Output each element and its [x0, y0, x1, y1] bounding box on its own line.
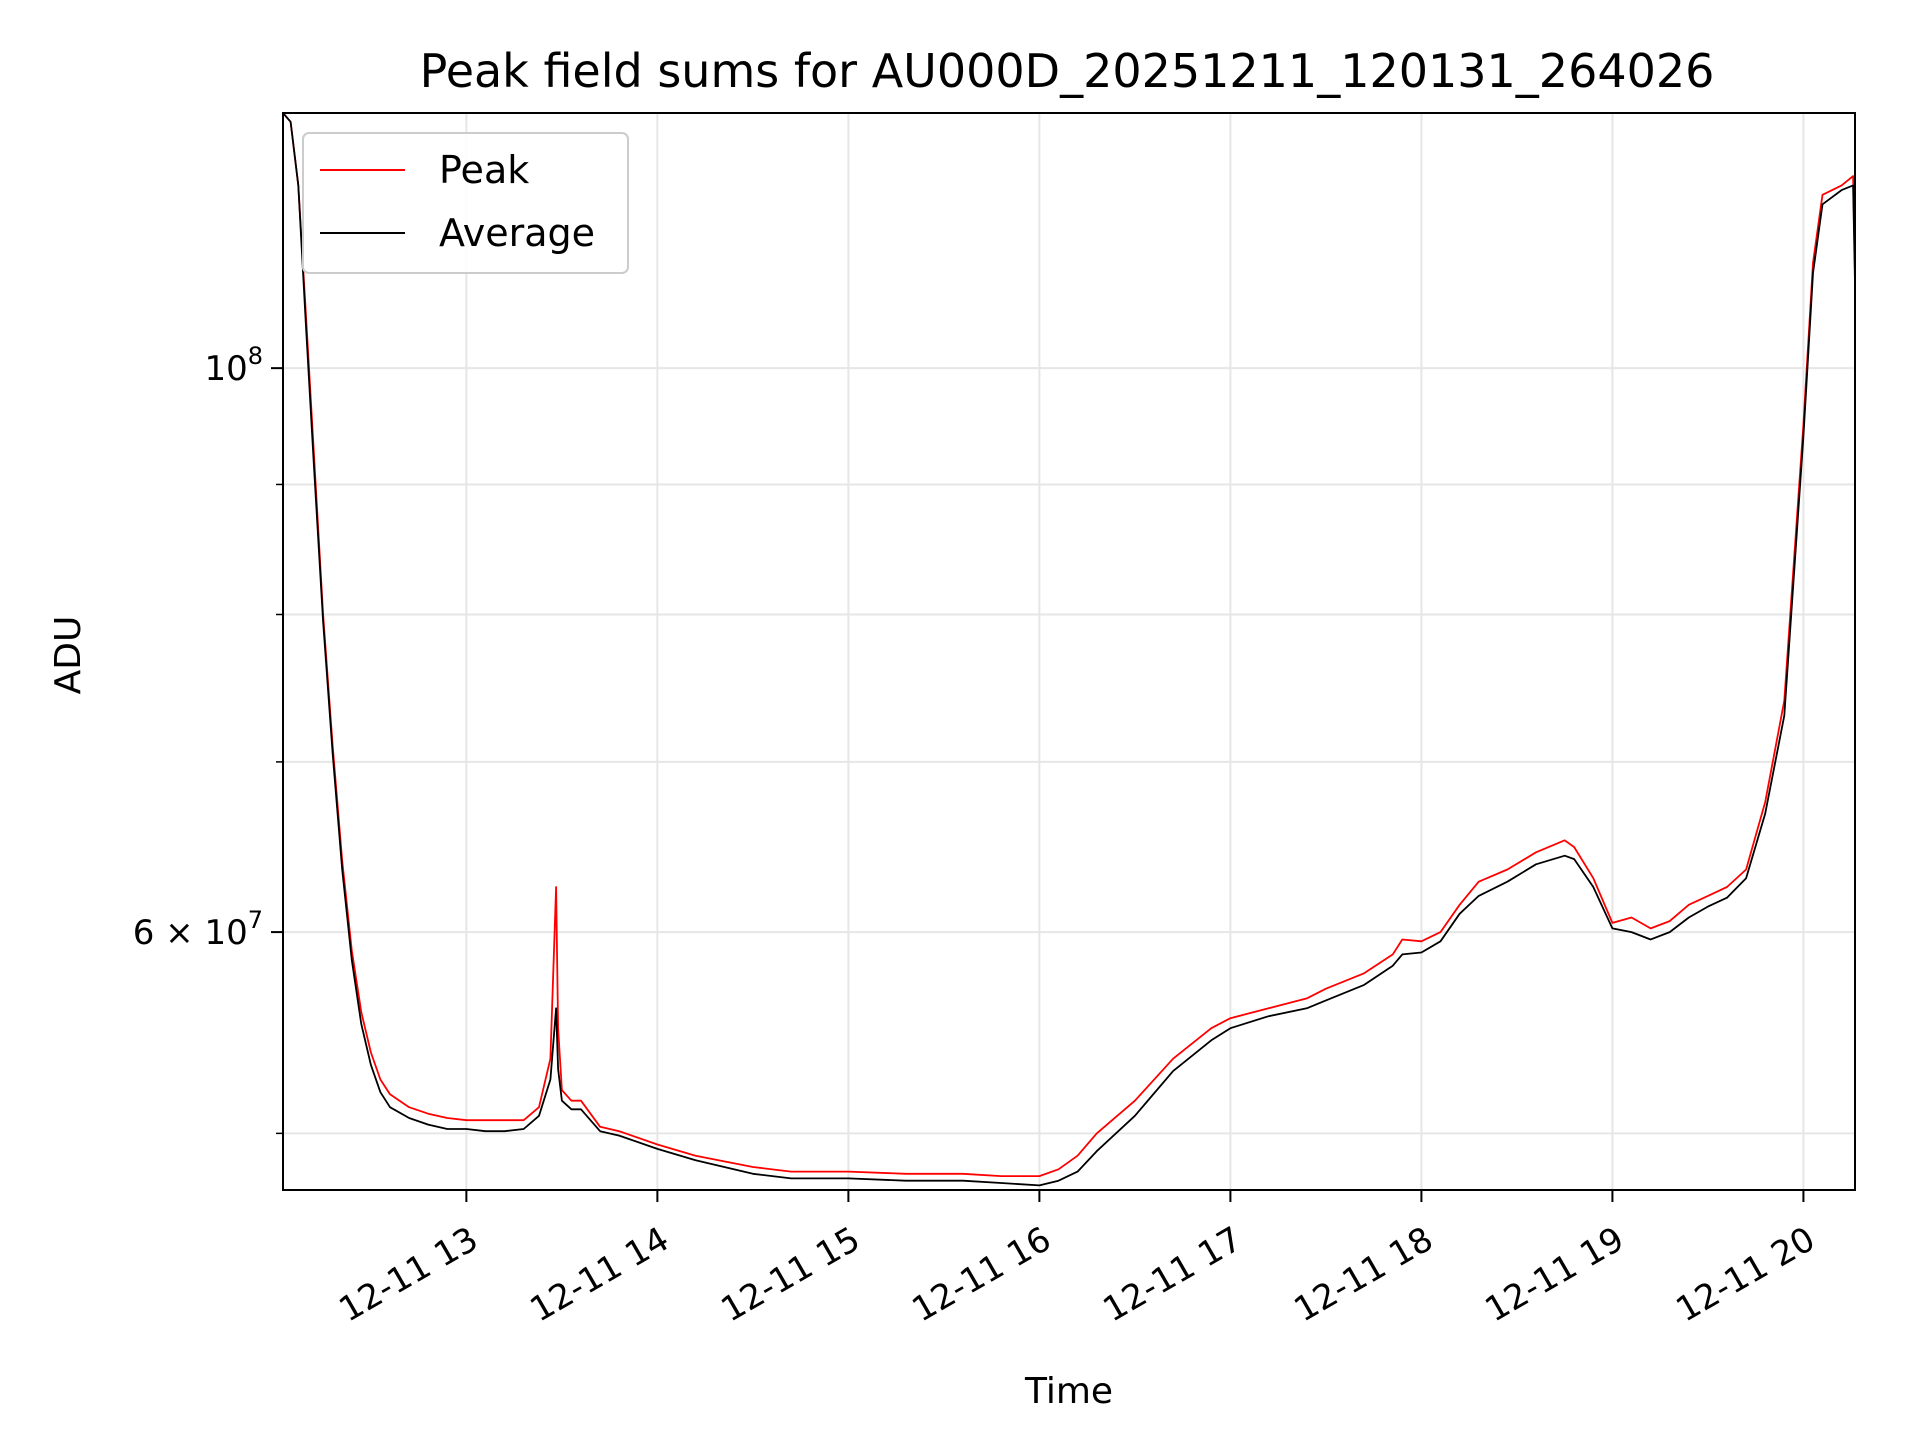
- series-line-average: [283, 113, 1855, 1187]
- chart-title: Peak field sums for AU000D_20251211_1201…: [420, 44, 1715, 98]
- plot-area: [283, 113, 1855, 1187]
- grid: [283, 113, 1855, 1190]
- legend-label-peak: Peak: [439, 148, 529, 192]
- legend-box: [302, 132, 629, 274]
- x-axis-label: Time: [1024, 1371, 1113, 1412]
- series-line-peak: [283, 113, 1855, 1177]
- y-axis: 108 6 × 107: [133, 342, 283, 1135]
- y-tick-label: 6 × 107: [133, 906, 263, 953]
- y-axis-label: ADU: [48, 616, 89, 695]
- y-tick-label: 108: [204, 342, 263, 389]
- plot-frame: [282, 112, 1856, 1191]
- series-layer: [283, 113, 1855, 1187]
- legend-label-average: Average: [439, 211, 595, 255]
- legend: Peak Average: [302, 132, 629, 274]
